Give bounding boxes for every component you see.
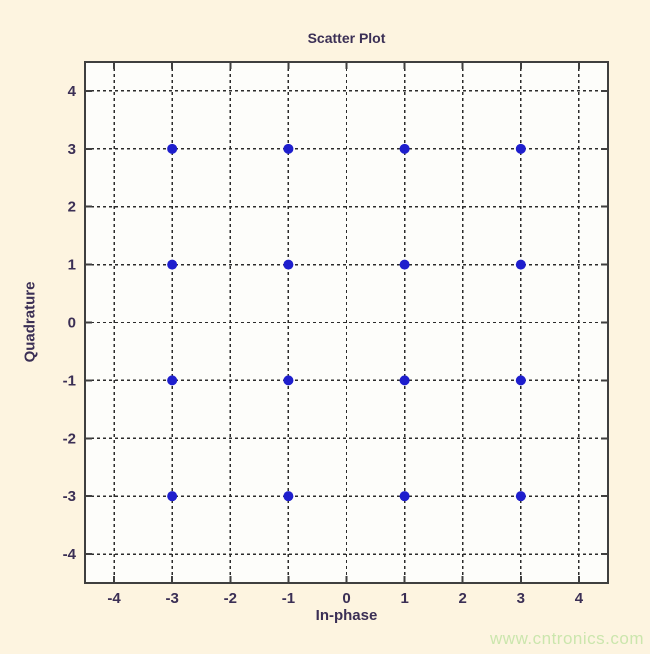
x-tick-label: -4 [107, 590, 121, 607]
y-tick-label: 1 [68, 257, 76, 274]
x-tick-label: 4 [575, 590, 584, 607]
data-point [515, 143, 526, 154]
y-tick-label: 0 [68, 315, 76, 332]
data-point [515, 491, 526, 502]
x-tick-label: -2 [224, 590, 237, 607]
watermark: www.cntronics.com [490, 629, 644, 648]
data-point [399, 143, 410, 154]
axes-border [84, 61, 609, 584]
y-tick-label: -1 [63, 372, 76, 389]
x-tick-label: -1 [282, 590, 295, 607]
y-tick-label: -2 [63, 430, 76, 447]
y-tick-label: -4 [63, 546, 77, 563]
y-tick-label: 2 [68, 199, 76, 216]
x-tick-label: -3 [165, 590, 178, 607]
x-tick-label: 2 [459, 590, 467, 607]
data-point [515, 375, 526, 386]
x-axis-label: In-phase [315, 607, 378, 624]
data-point [167, 143, 178, 154]
y-tick-label: 4 [68, 83, 77, 100]
data-point [283, 491, 294, 502]
data-point [515, 259, 526, 270]
data-point [167, 491, 178, 502]
x-tick-label: 0 [342, 590, 350, 607]
data-point [399, 259, 410, 270]
data-point [283, 259, 294, 270]
chart-title: Scatter Plot [307, 30, 386, 46]
data-point [283, 143, 294, 154]
data-point [399, 491, 410, 502]
data-point [283, 375, 294, 386]
y-tick-label: 3 [68, 141, 76, 158]
x-tick-label: 3 [517, 590, 525, 607]
data-point [167, 259, 178, 270]
data-point [167, 375, 178, 386]
x-tick-label: 1 [400, 590, 408, 607]
y-tick-label: -3 [63, 488, 76, 505]
data-point [399, 375, 410, 386]
y-axis-label: Quadrature [21, 281, 39, 363]
